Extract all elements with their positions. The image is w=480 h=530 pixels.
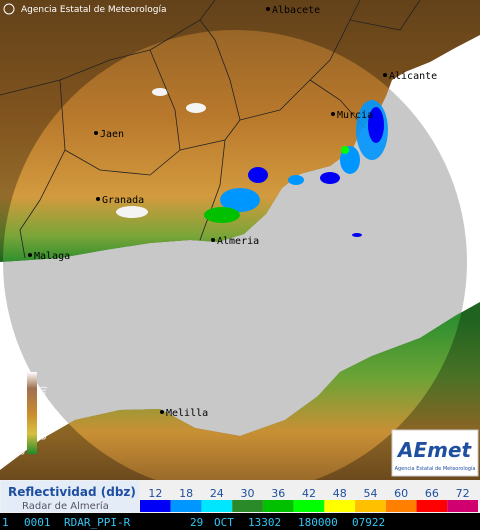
- footer-text: 1: [2, 516, 9, 529]
- copyright: Agencia Estatal de Meteorología: [3, 3, 167, 15]
- snow-peaks: [116, 88, 206, 218]
- orography-legend: Orografía (m) >2500200015001250100080060…: [0, 370, 48, 456]
- orography-label: >2500: [0, 370, 25, 379]
- color-swatch: [416, 500, 448, 512]
- level-label: 72: [456, 487, 470, 500]
- cities: Albacete Alicante Murcia Jaen Granada Almeria…: [28, 5, 437, 419]
- logo-name: AEmet: [396, 438, 473, 462]
- city-marker: [331, 112, 335, 116]
- orography-label: 1250: [5, 396, 25, 405]
- color-swatch: [355, 500, 386, 512]
- city-marker: [211, 238, 215, 242]
- city-label: Malaga: [34, 251, 70, 262]
- color-swatch: [385, 500, 417, 512]
- footer-text: 0001: [24, 516, 51, 529]
- orography-label: 1000: [5, 404, 25, 413]
- level-label: 12: [148, 487, 162, 500]
- legend-subtitle: Radar de Almería: [22, 500, 109, 512]
- orography-label: 200: [10, 439, 25, 448]
- radar-echoes: [204, 100, 388, 237]
- footer-text: 13302: [248, 516, 281, 529]
- level-label: 66: [425, 487, 439, 500]
- copyright-text: Agencia Estatal de Meteorología: [21, 5, 167, 15]
- level-label: 36: [271, 487, 285, 500]
- color-swatch: [324, 500, 356, 512]
- city-label: Albacete: [272, 5, 320, 16]
- footer-bg: [0, 513, 480, 530]
- level-label: 48: [333, 487, 347, 500]
- orography-label: 400: [10, 430, 25, 439]
- city-marker: [96, 197, 100, 201]
- city-label: Melilla: [166, 408, 208, 419]
- city-label: Granada: [102, 195, 144, 206]
- colorbar: 12 18 24 30 36 42 48 54 60 66 72: [140, 487, 478, 512]
- footer-text: OCT: [214, 516, 234, 529]
- level-label: 60: [394, 487, 408, 500]
- borders: [0, 0, 421, 259]
- color-swatch: [447, 500, 478, 512]
- city-marker: [160, 410, 164, 414]
- level-label: 54: [363, 487, 377, 500]
- legend-title: Reflectividad (dbz): [8, 485, 136, 499]
- orography-label: 1500: [5, 387, 25, 396]
- city-marker: [28, 253, 32, 257]
- orography-title: Orografía (m): [39, 386, 48, 440]
- city-marker: [383, 73, 387, 77]
- footer-text: 29: [190, 516, 203, 529]
- orography-label: 800: [10, 413, 25, 422]
- color-swatch: [293, 500, 325, 512]
- orography-label: 0: [20, 447, 25, 456]
- logo: AEmet Agencia Estatal de Meteorología: [391, 429, 479, 477]
- color-swatch: [232, 500, 263, 512]
- footer: 1 0001 RDAR_PPI-R 29 OCT 13302 180000 07922: [2, 516, 385, 529]
- orography-label: 2000: [5, 379, 25, 388]
- city-label: Almeria: [217, 236, 259, 247]
- level-label: 42: [302, 487, 316, 500]
- city-label: Alicante: [389, 71, 437, 82]
- color-swatch: [170, 500, 202, 512]
- color-swatch: [262, 500, 294, 512]
- legend-box: [1, 481, 139, 512]
- orography-label: 600: [10, 422, 25, 431]
- city-label: Jaen: [100, 129, 124, 140]
- color-swatch: [140, 500, 171, 512]
- footer-text: RDAR_PPI-R: [64, 516, 131, 529]
- logo-subtitle: Agencia Estatal de Meteorología: [395, 465, 476, 472]
- city-marker: [266, 7, 270, 11]
- footer-text: 180000: [298, 516, 338, 529]
- level-label: 24: [210, 487, 224, 500]
- footer-text: 07922: [352, 516, 385, 529]
- level-label: 30: [241, 487, 255, 500]
- city-label: Murcia: [337, 110, 373, 121]
- level-label: 18: [179, 487, 193, 500]
- orography-bar: [27, 372, 37, 454]
- color-swatch: [201, 500, 233, 512]
- city-marker: [94, 131, 98, 135]
